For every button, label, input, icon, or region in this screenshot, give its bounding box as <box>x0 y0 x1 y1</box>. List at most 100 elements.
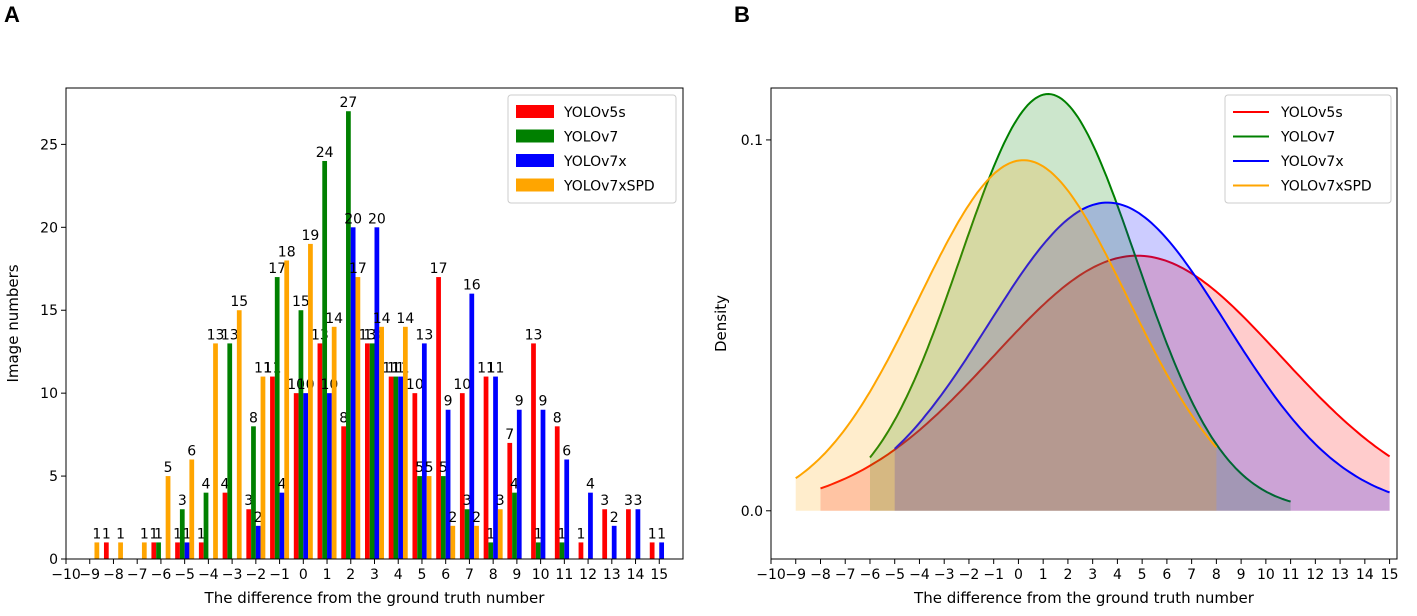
bar-value-label: 11 <box>387 361 405 377</box>
x-tick-label: 1 <box>323 567 332 583</box>
bar-value-label: 3 <box>600 493 609 509</box>
bar <box>588 492 593 559</box>
bar-value-label: 4 <box>277 477 286 493</box>
legend-swatch <box>516 178 554 192</box>
bar <box>298 310 304 559</box>
y-tick-label: 0 <box>49 552 58 568</box>
bar-value-label: 11 <box>487 361 505 377</box>
bar-value-label: 18 <box>278 244 296 260</box>
y-tick-label: 5 <box>49 469 58 485</box>
x-tick-label: −8 <box>103 567 124 583</box>
y-tick-label: 0.1 <box>741 133 763 149</box>
bar-value-label: 1 <box>657 526 666 542</box>
density-line <box>894 201 1390 494</box>
bar-value-label: 1 <box>183 526 192 542</box>
x-tick-label: −6 <box>151 567 172 583</box>
bar-value-label: 20 <box>344 211 362 227</box>
bar <box>469 293 475 559</box>
bar-value-label: 20 <box>368 211 386 227</box>
x-tick-label: −2 <box>959 567 980 583</box>
x-tick-label: −9 <box>79 567 100 583</box>
x-tick-label: 5 <box>1138 567 1147 583</box>
y-tick-label: 15 <box>40 303 58 319</box>
bar <box>350 227 356 559</box>
bar <box>531 343 536 559</box>
bar-value-label: 1 <box>576 526 585 542</box>
bar-value-label: 11 <box>254 361 272 377</box>
bar <box>246 509 252 559</box>
x-tick-label: 6 <box>1162 567 1171 583</box>
bar <box>369 343 375 559</box>
bar-value-label: 24 <box>316 145 334 161</box>
bar-value-label: 1 <box>140 526 149 542</box>
x-tick-label: 13 <box>603 567 621 583</box>
bar <box>260 376 266 559</box>
density-chart: −10 −9 −8 −7 −6 −5 −4 −3 −2 −1 0 1 2 3 4 5 6 7 8 9 10 11 12 13 1… <box>712 87 1399 607</box>
bar <box>426 476 432 559</box>
bar-value-label: 8 <box>339 410 348 426</box>
bar-value-label: 10 <box>453 377 471 393</box>
bar-value-label: 3 <box>178 493 187 509</box>
density-line <box>795 159 1218 480</box>
bar-value-label: 4 <box>510 477 519 493</box>
bar <box>649 542 655 559</box>
bar <box>450 525 456 559</box>
bar <box>317 343 323 559</box>
legend-label: YOLOv5s <box>563 105 626 121</box>
x-tick-label: −2 <box>246 567 267 583</box>
bar <box>540 409 546 559</box>
bar <box>151 542 157 559</box>
x-tick-label: 7 <box>1187 567 1196 583</box>
bar <box>118 542 123 559</box>
bar <box>559 542 565 559</box>
bar <box>564 459 570 559</box>
y-tick-label: 20 <box>40 220 58 236</box>
bar-value-label: 11 <box>477 361 495 377</box>
bar <box>626 509 631 559</box>
bar-value-label: 1 <box>486 526 495 542</box>
density-line <box>820 254 1391 490</box>
bar <box>635 509 641 559</box>
x-tick-label: 15 <box>650 567 668 583</box>
bar <box>507 442 513 559</box>
bar <box>421 343 427 559</box>
bar <box>327 393 332 559</box>
bar-value-label: 1 <box>149 526 158 542</box>
bar <box>379 326 384 559</box>
bar <box>464 509 470 559</box>
bar-value-label: 1 <box>197 526 206 542</box>
bar-value-label: 17 <box>349 261 367 277</box>
legend-swatch <box>516 129 554 143</box>
bar <box>611 525 617 559</box>
bar <box>516 409 522 559</box>
x-tick-label: −4 <box>909 567 930 583</box>
x-tick-label: 0 <box>299 567 308 583</box>
bar-value-label: 1 <box>92 526 101 542</box>
bar <box>535 542 541 559</box>
density-area <box>820 255 1390 511</box>
panel-label-b: B <box>734 2 750 27</box>
bar-value-label: 14 <box>373 311 391 327</box>
x-tick-label: 15 <box>1381 567 1399 583</box>
bar-value-label: 1 <box>648 526 657 542</box>
y-tick-label: 10 <box>40 386 58 402</box>
x-tick-label: −8 <box>810 567 831 583</box>
bar-value-label: 5 <box>425 460 434 476</box>
x-tick-label: −7 <box>127 567 148 583</box>
bar <box>440 476 446 559</box>
bar <box>341 426 347 559</box>
bar <box>274 277 280 559</box>
x-tick-label: 2 <box>1063 567 1072 583</box>
bar <box>284 260 290 559</box>
x-tick-label: −3 <box>934 567 955 583</box>
bar <box>279 492 285 559</box>
x-tick-label: 5 <box>418 567 427 583</box>
bar-value-label: 6 <box>562 443 571 459</box>
y-tick-label: 25 <box>40 137 58 153</box>
bar <box>445 409 451 559</box>
bar <box>293 393 299 559</box>
x-tick-label: 12 <box>579 567 597 583</box>
x-tick-label: 11 <box>555 567 573 583</box>
